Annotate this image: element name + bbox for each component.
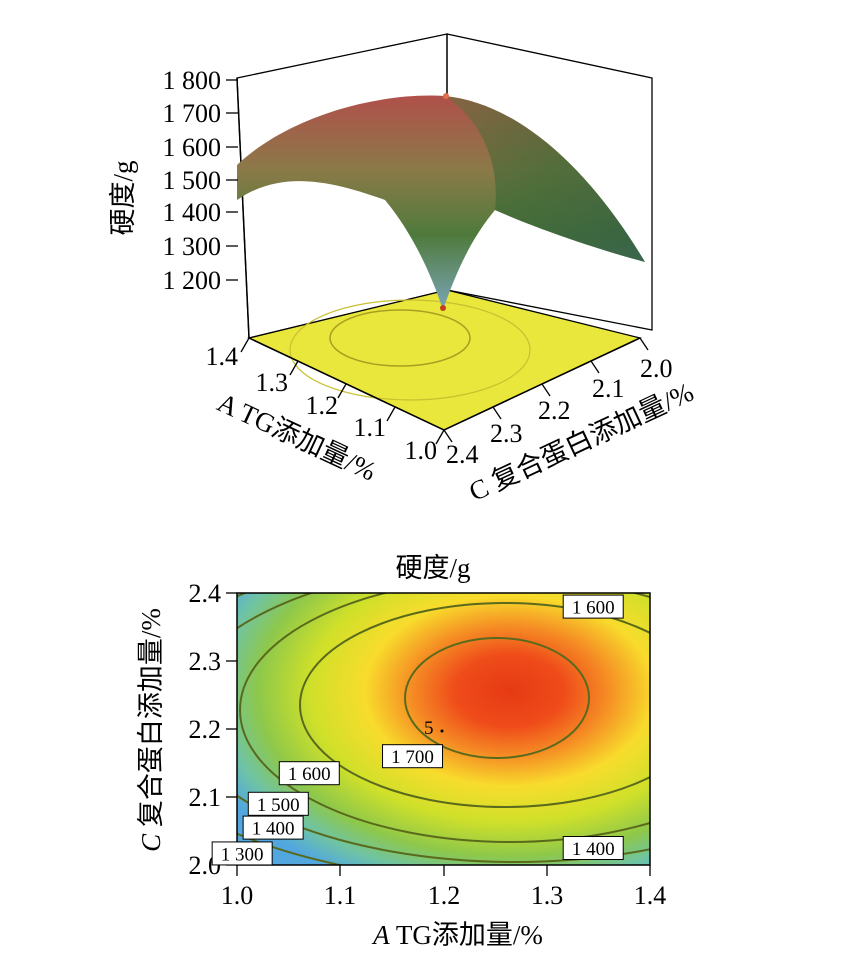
- surface-right-side: [445, 96, 645, 262]
- contour-label: 1 600: [288, 764, 331, 785]
- floor-contour-2: [289, 299, 531, 401]
- z-tick-label: 1 600: [163, 133, 222, 162]
- a-tick-label: 1.2: [306, 391, 339, 420]
- x-axis-ticks: [236, 865, 651, 876]
- contour-label-box: [562, 594, 624, 619]
- x-axis-label: A TG添加量/%: [371, 920, 543, 950]
- surface-design-point: [440, 305, 446, 311]
- x-tick-label: 1.1: [324, 881, 357, 910]
- c-tick-label: 2.3: [490, 419, 523, 448]
- z-tick-label: 1 800: [163, 66, 222, 95]
- a-tick-label: 1.0: [405, 436, 438, 465]
- contour-label-box: [562, 836, 624, 860]
- a-axis-line: [248, 337, 445, 431]
- z-tick-label: 1 300: [163, 232, 222, 261]
- x-tick-label: 1.0: [221, 881, 254, 910]
- a-tick-label: 1.4: [206, 342, 239, 371]
- a-axis-ticks: [240, 337, 445, 445]
- contour-label-box: [382, 744, 444, 769]
- a-tick-label: 1.3: [256, 368, 289, 397]
- x-tick-label: 1.4: [634, 881, 667, 910]
- x-tick-label: 1.2: [428, 881, 461, 910]
- center-point-marker: [440, 729, 444, 733]
- surface-plot: 1 800 1 700 1 600 1 500 1 400 1 300 1 20…: [108, 33, 698, 507]
- contour-label: 1 500: [257, 795, 300, 816]
- y-tick-label: 2.2: [189, 715, 222, 744]
- c-tick-label: 2.1: [592, 374, 625, 403]
- c-tick-label: 2.0: [640, 354, 673, 383]
- z-tick-label: 1 400: [163, 198, 222, 227]
- c-tick-label: 2.4: [446, 440, 479, 469]
- contour-line-1600: [299, 602, 650, 808]
- y-axis-label: C 复合蛋白添加量/%: [136, 608, 166, 852]
- contour-label: 1 600: [572, 598, 615, 619]
- contour-label-box: [242, 815, 304, 840]
- contour-title: 硬度/g: [395, 553, 470, 583]
- contour-line-1400: [237, 593, 650, 863]
- contour-line-1700: [404, 637, 590, 759]
- contour-label-box: [278, 761, 340, 786]
- contour-label-box: [247, 791, 309, 816]
- contour-label-box: [211, 841, 273, 866]
- z-axis-ticks: [226, 79, 238, 281]
- contour-line-1500: [239, 593, 650, 843]
- contour-label: 1 400: [572, 839, 615, 860]
- left-vertical-axis: [236, 77, 250, 339]
- a-tick-label: 1.1: [354, 413, 387, 442]
- center-point-label: 5: [424, 718, 434, 739]
- floor-contour-1: [329, 309, 471, 367]
- z-axis-label: 硬度/g: [108, 160, 138, 235]
- z-tick-label: 1 700: [163, 99, 222, 128]
- contour-label: 1 400: [252, 819, 295, 840]
- surface-peak-point: [443, 93, 449, 99]
- z-tick-label: 1 200: [163, 266, 222, 295]
- c-axis-ticks: [443, 337, 649, 443]
- y-tick-label: 2.1: [189, 783, 222, 812]
- y-axis-ticks: [226, 592, 237, 866]
- y-tick-label: 2.3: [189, 647, 222, 676]
- contour-labels: 1 600 1 700 1 600 1 500 1 400 1 300 1 400: [211, 594, 624, 866]
- x-tick-label: 1.3: [531, 881, 564, 910]
- c-tick-label: 2.2: [538, 396, 571, 425]
- contour-plot: 硬度/g 2.4 2.3 2.2 2.1 2.0: [136, 553, 667, 950]
- contour-label: 1 700: [391, 747, 434, 768]
- contour-label: 1 300: [221, 844, 264, 865]
- y-tick-label: 2.4: [189, 579, 222, 608]
- z-tick-label: 1 500: [163, 166, 222, 195]
